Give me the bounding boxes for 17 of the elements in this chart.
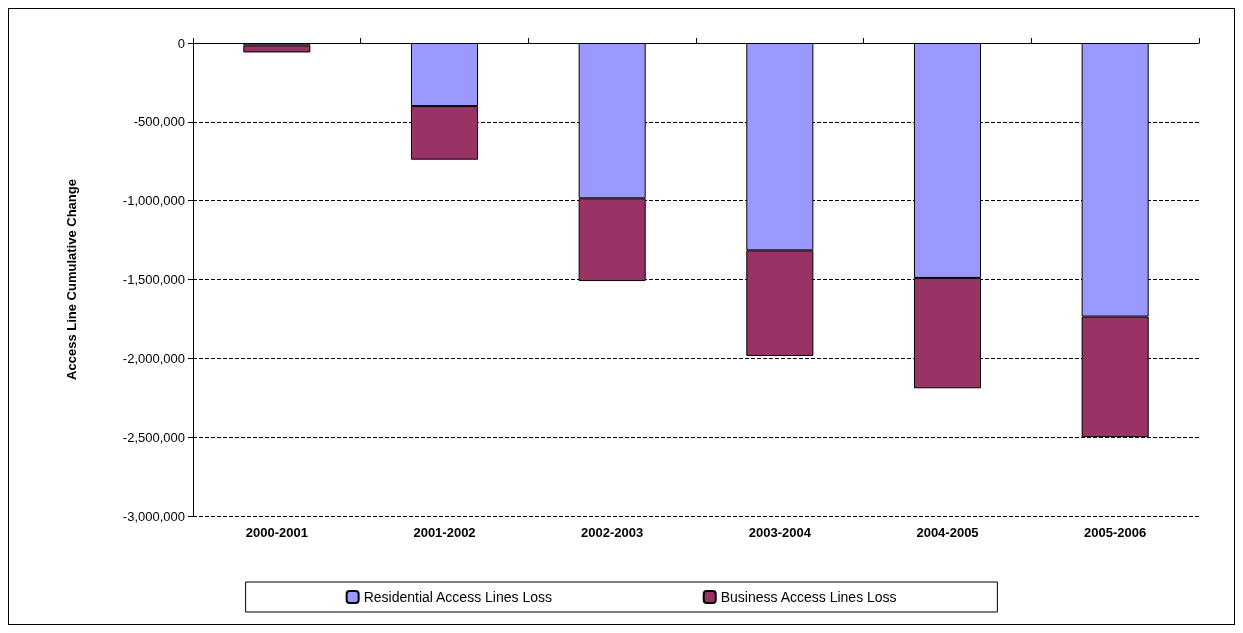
x-tick-label: 2000-2001 [245, 525, 308, 540]
x-tick-label: 2003-2004 [748, 525, 812, 540]
y-tick-label: -2,000,000 [122, 350, 185, 366]
y-tick-label: -3,000,000 [122, 508, 185, 524]
y-tick-label: -1,000,000 [122, 193, 185, 209]
y-axis-title: Access Line Cumulative Change [64, 179, 79, 380]
y-tick-label: -1,500,000 [122, 272, 185, 287]
y-tick-label: -500,000 [133, 114, 185, 130]
y-tick-label: -2,500,000 [122, 429, 185, 445]
x-tick-label: 2005-2006 [1084, 525, 1147, 540]
legend-label: Business Access Lines Loss [720, 589, 897, 605]
bar [243, 45, 311, 53]
x-tick-label: 2001-2002 [413, 525, 476, 540]
y-tick-label: 0 [177, 35, 185, 51]
legend-label: Residential Access Lines Loss [363, 589, 552, 605]
x-tick-label: 2002-2003 [581, 525, 644, 540]
x-tick-label: 2004-2005 [916, 525, 979, 540]
